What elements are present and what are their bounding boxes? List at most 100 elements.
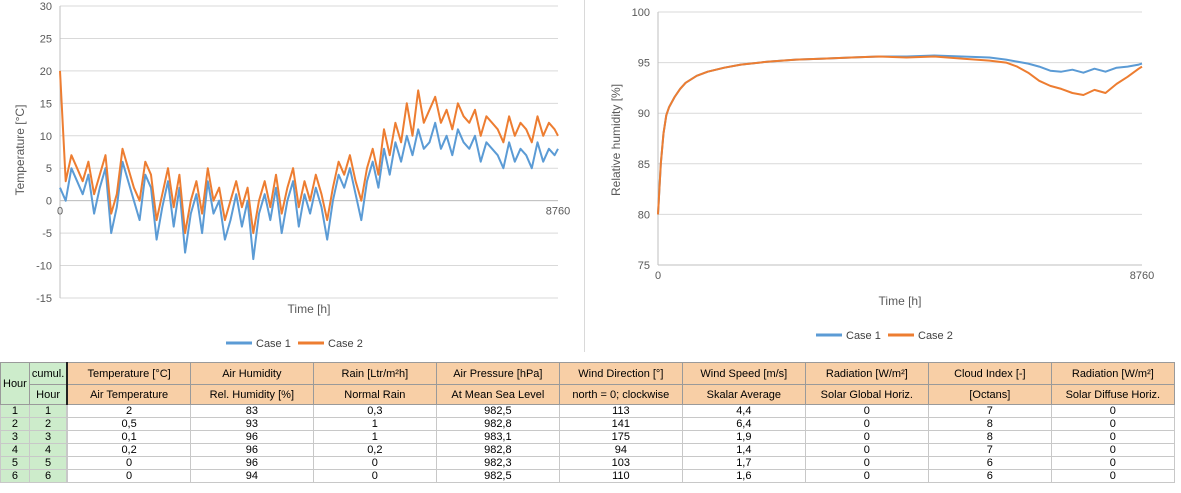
table-cell[interactable]: 7 bbox=[927, 404, 1052, 418]
header-radiation-global: Radiation [W/m²] bbox=[804, 362, 929, 385]
subheader-humidity: Rel. Humidity [%] bbox=[189, 384, 314, 405]
table-cell[interactable]: 0 bbox=[1050, 443, 1175, 457]
table-cell[interactable]: 113 bbox=[558, 404, 683, 418]
table-cell[interactable]: 103 bbox=[558, 456, 683, 470]
cumul-hour-cell[interactable]: 5 bbox=[28, 456, 68, 470]
table-cell[interactable]: 0 bbox=[66, 469, 191, 483]
table-row: 5 5 0 96 0 982,3 103 1,7 0 6 0 bbox=[0, 456, 1175, 470]
legend-label: Case 1 bbox=[846, 330, 881, 342]
table-cell[interactable]: 1,7 bbox=[681, 456, 806, 470]
table-cell[interactable]: 0 bbox=[804, 404, 929, 418]
y-tick-label: 75 bbox=[638, 260, 650, 272]
y-tick-label: 95 bbox=[638, 58, 650, 70]
x-tick-label: 8760 bbox=[546, 206, 570, 218]
header-cloud-index: Cloud Index [-] bbox=[927, 362, 1052, 385]
table-cell[interactable]: 982,5 bbox=[435, 404, 560, 418]
table-cell[interactable]: 96 bbox=[189, 456, 314, 470]
table-cell[interactable]: 1 bbox=[312, 417, 437, 431]
table-cell[interactable]: 0 bbox=[804, 417, 929, 431]
table-cell[interactable]: 96 bbox=[189, 443, 314, 457]
cumul-hour-cell[interactable]: 6 bbox=[28, 469, 68, 483]
table-row: 2 2 0,5 93 1 982,8 141 6,4 0 8 0 bbox=[0, 417, 1175, 431]
x-tick-label: 0 bbox=[655, 270, 661, 282]
table-cell[interactable]: 0 bbox=[1050, 417, 1175, 431]
table-cell[interactable]: 175 bbox=[558, 430, 683, 444]
table-cell[interactable]: 7 bbox=[927, 443, 1052, 457]
table-cell[interactable]: 94 bbox=[558, 443, 683, 457]
table-cell[interactable]: 0 bbox=[804, 430, 929, 444]
table-cell[interactable]: 0 bbox=[66, 456, 191, 470]
series-line-case-2 bbox=[59, 70, 559, 235]
y-axis-title: Relative humidity [%] bbox=[609, 84, 623, 196]
table-cell[interactable]: 0 bbox=[1050, 430, 1175, 444]
table-cell[interactable]: 0,3 bbox=[312, 404, 437, 418]
subheader-radiation-diffuse: Solar Diffuse Horiz. bbox=[1050, 384, 1175, 405]
table-cell[interactable]: 983,1 bbox=[435, 430, 560, 444]
table-cell[interactable]: 0 bbox=[1050, 456, 1175, 470]
header-radiation-diffuse: Radiation [W/m²] bbox=[1050, 362, 1175, 385]
legend-label: Case 2 bbox=[918, 330, 953, 342]
series-line-case-1 bbox=[657, 54, 1143, 215]
cumul-hour-header: Hour bbox=[28, 384, 68, 405]
table-cell[interactable]: 0,5 bbox=[66, 417, 191, 431]
table-cell[interactable]: 6 bbox=[927, 469, 1052, 483]
cumul-hour-cell[interactable]: 2 bbox=[28, 417, 68, 431]
table-cell[interactable]: 982,8 bbox=[435, 443, 560, 457]
table-cell[interactable]: 0 bbox=[312, 469, 437, 483]
table-cell[interactable]: 94 bbox=[189, 469, 314, 483]
table-cell[interactable]: 110 bbox=[558, 469, 683, 483]
table-cell[interactable]: 0,1 bbox=[66, 430, 191, 444]
cumul-hour-cell[interactable]: 3 bbox=[28, 430, 68, 444]
hour-cell[interactable]: 2 bbox=[0, 417, 30, 431]
table-cell[interactable]: 6,4 bbox=[681, 417, 806, 431]
table-cell[interactable]: 0 bbox=[804, 443, 929, 457]
table-cell[interactable]: 0 bbox=[1050, 469, 1175, 483]
table-cell[interactable]: 1,9 bbox=[681, 430, 806, 444]
table-cell[interactable]: 93 bbox=[189, 417, 314, 431]
table-cell[interactable]: 982,8 bbox=[435, 417, 560, 431]
y-tick-label: 30 bbox=[40, 1, 52, 13]
table-cell[interactable]: 2 bbox=[66, 404, 191, 418]
table-cell[interactable]: 0,2 bbox=[66, 443, 191, 457]
table-cell[interactable]: 8 bbox=[927, 417, 1052, 431]
header-air-humidity: Air Humidity bbox=[189, 362, 314, 385]
table-cell[interactable]: 982,3 bbox=[435, 456, 560, 470]
hour-cell[interactable]: 3 bbox=[0, 430, 30, 444]
x-axis-title: Time [h] bbox=[879, 294, 922, 308]
header-rain: Rain [Ltr/m²h] bbox=[312, 362, 437, 385]
header-temperature: Temperature [°C] bbox=[66, 362, 191, 385]
y-tick-label: 0 bbox=[46, 196, 52, 208]
y-tick-label: -15 bbox=[36, 293, 52, 305]
hour-cell[interactable]: 1 bbox=[0, 404, 30, 418]
table-cell[interactable]: 0 bbox=[1050, 404, 1175, 418]
y-axis-title: Temperature [°C] bbox=[13, 105, 27, 196]
legend-label: Case 2 bbox=[328, 338, 363, 350]
table-cell[interactable]: 982,5 bbox=[435, 469, 560, 483]
table-cell[interactable]: 0 bbox=[804, 469, 929, 483]
table-cell[interactable]: 1 bbox=[312, 430, 437, 444]
table-cell[interactable]: 0 bbox=[804, 456, 929, 470]
table-cell[interactable]: 0,2 bbox=[312, 443, 437, 457]
hour-cell[interactable]: 6 bbox=[0, 469, 30, 483]
table-cell[interactable]: 8 bbox=[927, 430, 1052, 444]
table-cell[interactable]: 0 bbox=[312, 456, 437, 470]
y-tick-label: 100 bbox=[632, 7, 650, 19]
table-row: 1 1 2 83 0,3 982,5 113 4,4 0 7 0 bbox=[0, 404, 1175, 418]
subheader-rain: Normal Rain bbox=[312, 384, 437, 405]
hour-cell[interactable]: 4 bbox=[0, 443, 30, 457]
cumul-header: cumul. bbox=[28, 362, 68, 385]
x-tick-label: 8760 bbox=[1130, 270, 1154, 282]
table-cell[interactable]: 1,4 bbox=[681, 443, 806, 457]
table-cell[interactable]: 6 bbox=[927, 456, 1052, 470]
humidity-chart-area: 100 95 90 85 80 75 0 8760 Time [h] Relative humid… bbox=[590, 0, 1181, 352]
hour-cell[interactable]: 5 bbox=[0, 456, 30, 470]
table-cell[interactable]: 96 bbox=[189, 430, 314, 444]
cumul-hour-cell[interactable]: 4 bbox=[28, 443, 68, 457]
cumul-hour-cell[interactable]: 1 bbox=[28, 404, 68, 418]
table-cell[interactable]: 83 bbox=[189, 404, 314, 418]
table-cell[interactable]: 141 bbox=[558, 417, 683, 431]
table-cell[interactable]: 4,4 bbox=[681, 404, 806, 418]
humidity-chart: 100 95 90 85 80 75 0 8760 Time [h] Relative humid… bbox=[609, 7, 1154, 342]
table-cell[interactable]: 1,6 bbox=[681, 469, 806, 483]
table-row: 4 4 0,2 96 0,2 982,8 94 1,4 0 7 0 bbox=[0, 443, 1175, 457]
